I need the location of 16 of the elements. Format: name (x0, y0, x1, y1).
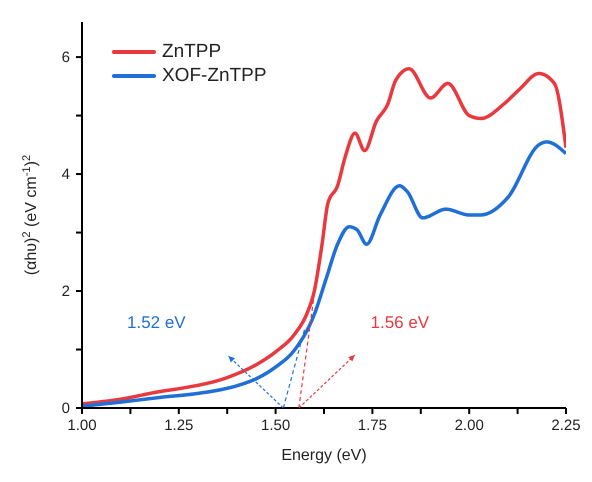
legend-label: ZnTPP (162, 40, 222, 64)
line-series (82, 67, 566, 406)
annotation: 1.52 eV (127, 313, 186, 332)
y-tick-label: 4 (62, 166, 70, 184)
x-tick-label: 1.25 (164, 417, 194, 434)
x-axis-title: Energy (eV) (281, 447, 367, 464)
x-tick-label: 1.50 (261, 417, 290, 434)
x-tick-label: 1.00 (67, 417, 97, 434)
x-tick-label: 2.00 (454, 417, 484, 434)
x-tick-label: 1.75 (358, 417, 387, 434)
legend-label: XOF-ZnTPP (162, 64, 267, 88)
y-tick-label: 0 (62, 400, 70, 417)
annotation: 1.56 eV (370, 313, 430, 332)
y-tick-label: 6 (62, 49, 70, 66)
x-tick-label: 2.25 (551, 417, 581, 434)
y-tick-label: 2 (62, 283, 70, 300)
